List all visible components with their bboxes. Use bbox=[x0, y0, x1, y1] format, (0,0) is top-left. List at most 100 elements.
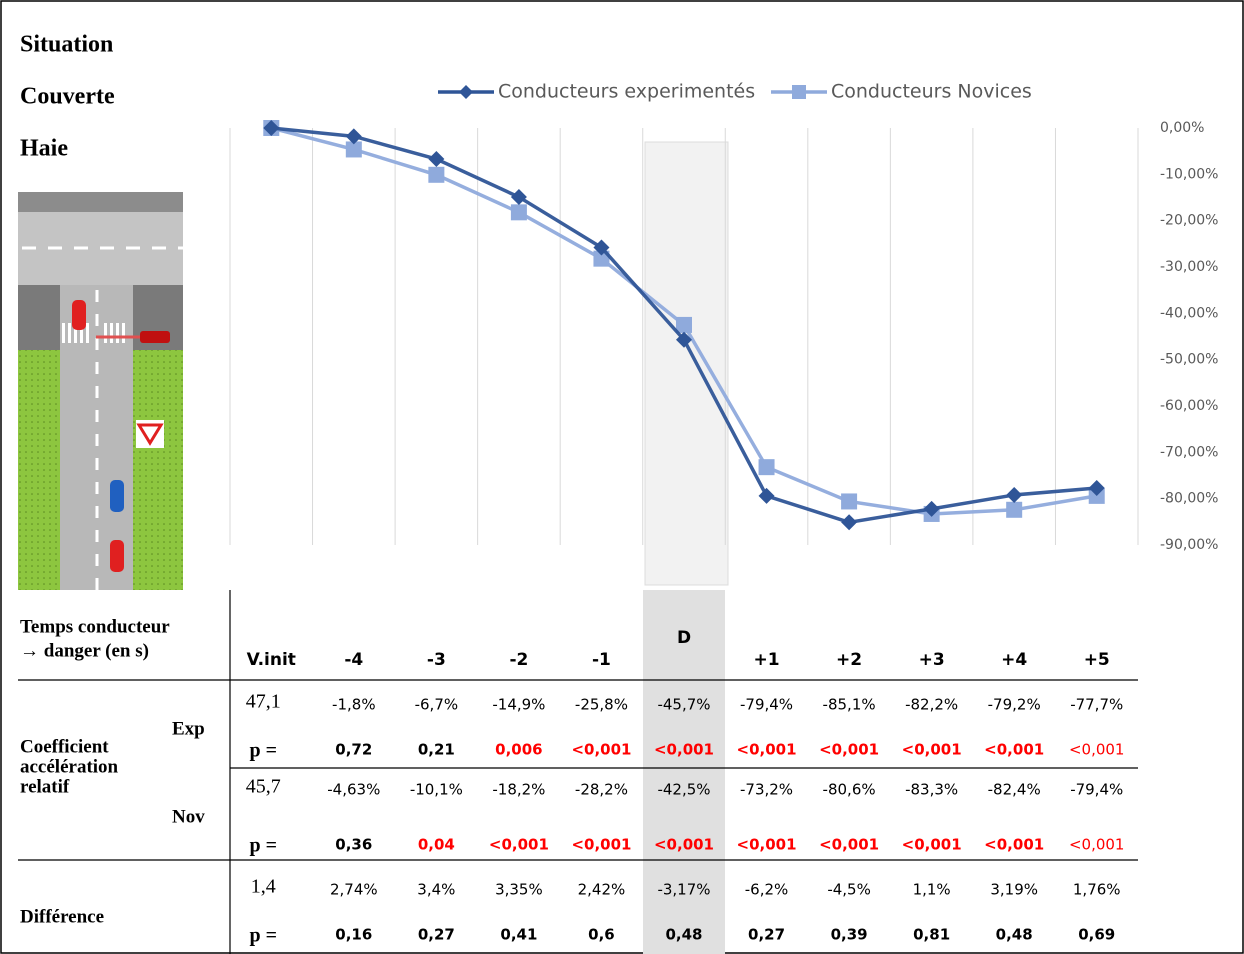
point bbox=[428, 151, 445, 168]
column-header: -4 bbox=[344, 650, 363, 670]
header-line: Situation bbox=[20, 32, 113, 58]
cell-value: -3,17% bbox=[657, 881, 710, 899]
cell-value: 1,1% bbox=[913, 881, 951, 899]
highlight-band bbox=[644, 141, 729, 586]
column-header: V.init bbox=[247, 650, 296, 670]
p-value: 0,48 bbox=[996, 926, 1033, 944]
p-value: <0,001 bbox=[737, 741, 797, 759]
cell-value: 1,76% bbox=[1073, 881, 1121, 899]
y-tick-label: 0,00% bbox=[1160, 120, 1204, 136]
legend-label: Conducteurs Novices bbox=[831, 81, 1032, 103]
point bbox=[1088, 480, 1105, 497]
cell-value: -85,1% bbox=[823, 696, 876, 714]
y-tick-label: -30,00% bbox=[1160, 259, 1218, 275]
p-value: 0,36 bbox=[335, 836, 372, 854]
highlight-column bbox=[643, 590, 725, 954]
legend-label: Conducteurs experimentés bbox=[498, 81, 755, 103]
row-label: Différence bbox=[20, 906, 104, 927]
y-tick-label: -50,00% bbox=[1160, 352, 1218, 368]
p-value: 0,6 bbox=[588, 926, 615, 944]
column-header: +2 bbox=[836, 650, 862, 670]
p-value: 0,72 bbox=[335, 741, 372, 759]
p-value: 0,21 bbox=[418, 741, 455, 759]
p-value: <0,001 bbox=[902, 836, 962, 854]
p-value: <0,001 bbox=[489, 836, 549, 854]
p-value: <0,001 bbox=[1069, 836, 1125, 854]
point bbox=[263, 120, 280, 136]
p-value: 0,81 bbox=[913, 926, 950, 944]
point bbox=[841, 514, 858, 531]
cell-value: -4,63% bbox=[327, 781, 380, 799]
corner-label: → danger (en s) bbox=[20, 640, 149, 661]
cell-value: -28,2% bbox=[575, 781, 628, 799]
p-value: <0,001 bbox=[654, 741, 714, 759]
p-value: <0,001 bbox=[571, 741, 631, 759]
cell-value: 3,19% bbox=[990, 881, 1038, 899]
cell-value: 45,7 bbox=[246, 776, 281, 798]
point bbox=[676, 316, 692, 333]
cell-value: -1,8% bbox=[332, 696, 376, 714]
p-value: 0,39 bbox=[831, 926, 868, 944]
p-label: p = bbox=[250, 740, 278, 762]
cell-value: -79,4% bbox=[740, 696, 793, 714]
chart: 0,00% -10,00% -20,00% -30,00% -40,00% -50,00%… bbox=[229, 81, 1218, 553]
row-label: Nov bbox=[172, 806, 205, 827]
column-header: -3 bbox=[427, 650, 446, 670]
header-line: Haie bbox=[20, 136, 68, 162]
cell-value: -14,9% bbox=[492, 696, 545, 714]
y-tick-label: -80,00% bbox=[1160, 491, 1218, 507]
p-value: 0,41 bbox=[500, 926, 537, 944]
cell-value: -79,2% bbox=[988, 696, 1041, 714]
cell-value: 3,35% bbox=[495, 881, 543, 899]
cell-value: 1,4 bbox=[251, 876, 276, 898]
p-value: 0,27 bbox=[748, 926, 785, 944]
y-tick-label: -10,00% bbox=[1160, 166, 1218, 182]
point bbox=[676, 331, 692, 348]
illustration bbox=[18, 192, 183, 590]
table: Temps conducteur → danger (en s) V.init -4 -… bbox=[18, 590, 1138, 954]
cell-value: -45,7% bbox=[657, 696, 710, 714]
y-tick-label: -20,00% bbox=[1160, 213, 1218, 229]
group-label: accélération bbox=[20, 756, 119, 777]
column-header: D bbox=[677, 628, 691, 648]
cell-value: -73,2% bbox=[740, 781, 793, 799]
point bbox=[345, 141, 362, 158]
header-line: Couverte bbox=[20, 84, 115, 110]
point bbox=[428, 166, 445, 183]
cell-value: -18,2% bbox=[492, 781, 545, 799]
point bbox=[841, 493, 858, 510]
p-value: <0,001 bbox=[984, 741, 1044, 759]
p-value: 0,27 bbox=[418, 926, 455, 944]
point bbox=[510, 204, 527, 221]
column-header: +5 bbox=[1084, 650, 1110, 670]
point bbox=[510, 189, 527, 206]
point bbox=[758, 487, 775, 504]
p-value: <0,001 bbox=[1069, 741, 1125, 759]
point bbox=[923, 500, 940, 517]
cell-value: -10,1% bbox=[410, 781, 463, 799]
legend-marker bbox=[459, 85, 473, 99]
p-value: <0,001 bbox=[654, 836, 714, 854]
group-label: Coefficient bbox=[20, 736, 109, 757]
point bbox=[593, 239, 610, 256]
cell-value: -77,7% bbox=[1070, 696, 1123, 714]
y-tick-label: -70,00% bbox=[1160, 444, 1218, 460]
column-header: +3 bbox=[919, 650, 945, 670]
row-label: Exp bbox=[172, 718, 205, 739]
point bbox=[1006, 486, 1023, 503]
cell-value: -6,7% bbox=[415, 696, 459, 714]
p-value: 0,69 bbox=[1078, 926, 1115, 944]
y-tick-label: -60,00% bbox=[1160, 398, 1218, 414]
cell-value: -25,8% bbox=[575, 696, 628, 714]
cell-value: 2,74% bbox=[330, 881, 378, 899]
cell-value: -4,5% bbox=[827, 881, 871, 899]
p-value: <0,001 bbox=[819, 741, 879, 759]
cell-value: -82,2% bbox=[905, 696, 958, 714]
legend-marker bbox=[792, 85, 806, 99]
cell-value: -82,4% bbox=[988, 781, 1041, 799]
point bbox=[593, 250, 610, 267]
p-value: 0,04 bbox=[418, 836, 455, 854]
p-label: p = bbox=[250, 835, 278, 857]
